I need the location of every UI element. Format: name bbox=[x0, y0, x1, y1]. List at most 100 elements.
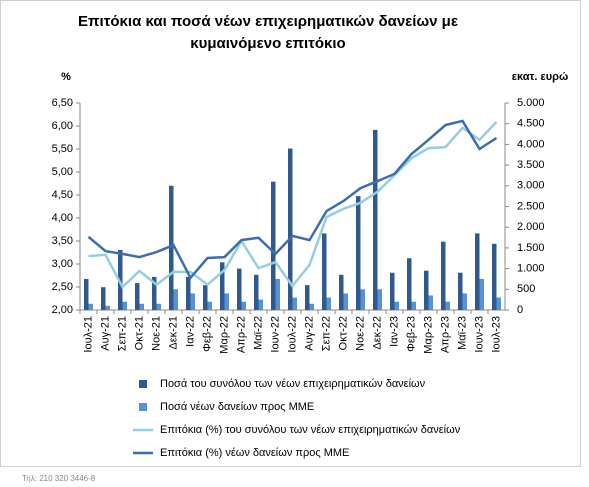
bar bbox=[241, 301, 246, 310]
bar bbox=[496, 297, 501, 310]
bar bbox=[118, 249, 123, 310]
y2-tick-label: 2.000 bbox=[517, 221, 545, 233]
bar bbox=[292, 297, 297, 310]
bar bbox=[394, 301, 399, 310]
x-tick-label: Μαϊ-22 bbox=[252, 316, 264, 350]
bar bbox=[173, 289, 178, 310]
y-tick-label: 5,00 bbox=[52, 166, 73, 178]
bar bbox=[492, 243, 497, 310]
bar bbox=[105, 305, 110, 310]
bar bbox=[343, 293, 348, 310]
bar bbox=[441, 241, 446, 310]
x-tick-label: Φεβ-22 bbox=[201, 316, 213, 352]
bar bbox=[135, 283, 140, 310]
bar bbox=[88, 303, 93, 310]
bar bbox=[475, 233, 480, 310]
y2-tick-label: 5.000 bbox=[517, 97, 545, 109]
x-tick-label: Ιουν-23 bbox=[473, 316, 485, 353]
bar bbox=[356, 196, 361, 310]
footer: Τηλ: 210 320 3446-8 bbox=[22, 474, 96, 483]
bar bbox=[339, 274, 344, 310]
bar bbox=[275, 278, 280, 310]
y-tick-label: 5,50 bbox=[52, 143, 73, 155]
bar bbox=[254, 274, 259, 310]
bar bbox=[122, 301, 127, 310]
y2-tick-label: 1.500 bbox=[517, 242, 545, 254]
bar bbox=[373, 129, 378, 310]
bar bbox=[220, 262, 225, 310]
bar bbox=[326, 297, 331, 310]
y2-tick-label: 0 bbox=[517, 304, 523, 316]
bar bbox=[479, 278, 484, 310]
bar bbox=[271, 181, 276, 310]
legend-label: Επιτόκια (%) του συνόλου των νέων επιχει… bbox=[160, 424, 461, 436]
legend-label: Ποσά νέων δανείων προς ΜΜΕ bbox=[160, 401, 314, 413]
bar bbox=[258, 299, 263, 310]
bar bbox=[190, 293, 195, 310]
chart-title: Επιτόκια και ποσά νέων επιχειρηματικών δ… bbox=[78, 13, 458, 30]
y2-tick-label: 2.500 bbox=[517, 200, 545, 212]
x-tick-label: Νοε-22 bbox=[354, 316, 366, 351]
x-tick-label: Ιαν-22 bbox=[184, 316, 196, 347]
bar bbox=[411, 301, 416, 310]
bar bbox=[390, 272, 395, 310]
x-tick-label: Ιουλ-21 bbox=[82, 316, 94, 353]
y2-tick-label: 500 bbox=[517, 283, 535, 295]
bar bbox=[288, 148, 293, 310]
x-tick-label: Απρ-23 bbox=[439, 316, 451, 353]
bar bbox=[203, 285, 208, 310]
bar bbox=[360, 289, 365, 310]
legend-swatch bbox=[139, 403, 147, 411]
bar bbox=[237, 268, 242, 310]
bar bbox=[101, 287, 106, 310]
legend-swatch bbox=[139, 380, 147, 388]
x-tick-label: Μαρ-23 bbox=[422, 316, 434, 354]
legend-label: Ποσά του συνόλου των νέων επιχειρηματικώ… bbox=[160, 378, 426, 390]
x-tick-label: Αυγ-22 bbox=[303, 316, 315, 351]
bar bbox=[305, 285, 310, 310]
x-tick-label: Νοε-21 bbox=[150, 316, 162, 351]
x-tick-label: Σεπ-22 bbox=[320, 316, 332, 351]
y-tick-label: 2,50 bbox=[52, 281, 73, 293]
chart-title: κυμαινόμενο επιτόκιο bbox=[190, 35, 345, 52]
x-tick-label: Αυγ-21 bbox=[99, 316, 111, 351]
bar bbox=[458, 272, 463, 310]
bar bbox=[322, 233, 327, 310]
x-tick-label: Μαρ-22 bbox=[218, 316, 230, 354]
legend-label: Επιτόκια (%) νέων δανείων προς ΜΜΕ bbox=[160, 447, 349, 459]
y2-tick-label: 3.500 bbox=[517, 159, 545, 171]
x-tick-label: Ιουν-22 bbox=[269, 316, 281, 353]
x-tick-label: Φεβ-23 bbox=[405, 316, 417, 352]
x-tick-label: Ιαν-23 bbox=[388, 316, 400, 347]
bar bbox=[84, 278, 89, 310]
y-tick-label: 3,00 bbox=[52, 258, 73, 270]
y2-tick-label: 1.000 bbox=[517, 263, 545, 275]
y-axis-label: % bbox=[61, 71, 71, 83]
bar bbox=[156, 303, 161, 310]
bar bbox=[424, 270, 429, 310]
bar bbox=[139, 303, 144, 310]
y-tick-label: 6,50 bbox=[52, 97, 73, 109]
y2-tick-label: 4.000 bbox=[517, 138, 545, 150]
bar bbox=[224, 293, 229, 310]
line bbox=[87, 119, 498, 281]
bar bbox=[462, 293, 467, 310]
x-tick-label: Οκτ-22 bbox=[337, 316, 349, 350]
y-tick-label: 3,50 bbox=[52, 235, 73, 247]
bar bbox=[169, 185, 174, 310]
line bbox=[88, 121, 498, 290]
y2-axis-label: εκατ. ευρώ bbox=[512, 71, 569, 83]
y2-tick-label: 4.500 bbox=[517, 118, 545, 130]
y-tick-label: 2,00 bbox=[52, 304, 73, 316]
bar bbox=[186, 276, 191, 310]
x-tick-label: Δεκ-22 bbox=[371, 316, 383, 350]
bar bbox=[309, 303, 314, 310]
y-tick-label: 4,00 bbox=[52, 212, 73, 224]
bar bbox=[152, 276, 157, 310]
bar bbox=[207, 301, 212, 310]
bar bbox=[377, 289, 382, 310]
y-tick-label: 6,00 bbox=[52, 120, 73, 132]
bar bbox=[428, 295, 433, 310]
y2-tick-label: 3.000 bbox=[517, 180, 545, 192]
